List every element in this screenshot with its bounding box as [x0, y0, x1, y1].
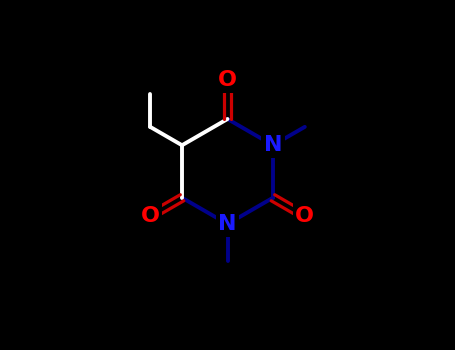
Text: N: N — [218, 214, 237, 234]
Text: O: O — [218, 70, 237, 91]
Text: O: O — [141, 206, 160, 226]
Text: N: N — [264, 135, 282, 155]
Text: O: O — [295, 206, 314, 226]
